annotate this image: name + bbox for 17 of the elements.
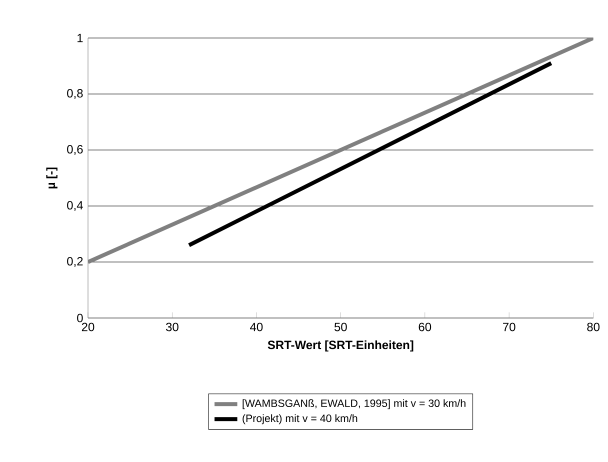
- y-tick-label: 0: [77, 314, 83, 322]
- x-tick-label: 80: [587, 322, 600, 332]
- legend-label: [WAMBSGANß, EWALD, 1995] mit v = 30 km/h: [242, 399, 466, 410]
- x-tick-label: 30: [166, 322, 178, 332]
- y-tick-label: 0,2: [67, 257, 83, 267]
- y-axis-title: µ [-]: [46, 168, 58, 188]
- y-tick-label: 0,6: [67, 145, 83, 155]
- x-tick-label: 20: [82, 322, 94, 332]
- x-tick-label: 60: [418, 322, 432, 332]
- y-tick-label: 0,4: [67, 201, 83, 211]
- legend-label: (Projekt) mit v = 40 km/h: [242, 414, 358, 424]
- x-tick-label: 50: [334, 322, 347, 332]
- x-axis-title: SRT-Wert [SRT-Einheiten]: [268, 340, 414, 352]
- x-tick-label: 40: [250, 322, 263, 332]
- y-tick-label: 0,8: [67, 89, 83, 99]
- x-tick-label: 70: [503, 322, 516, 332]
- y-tick-label: 1: [78, 34, 83, 42]
